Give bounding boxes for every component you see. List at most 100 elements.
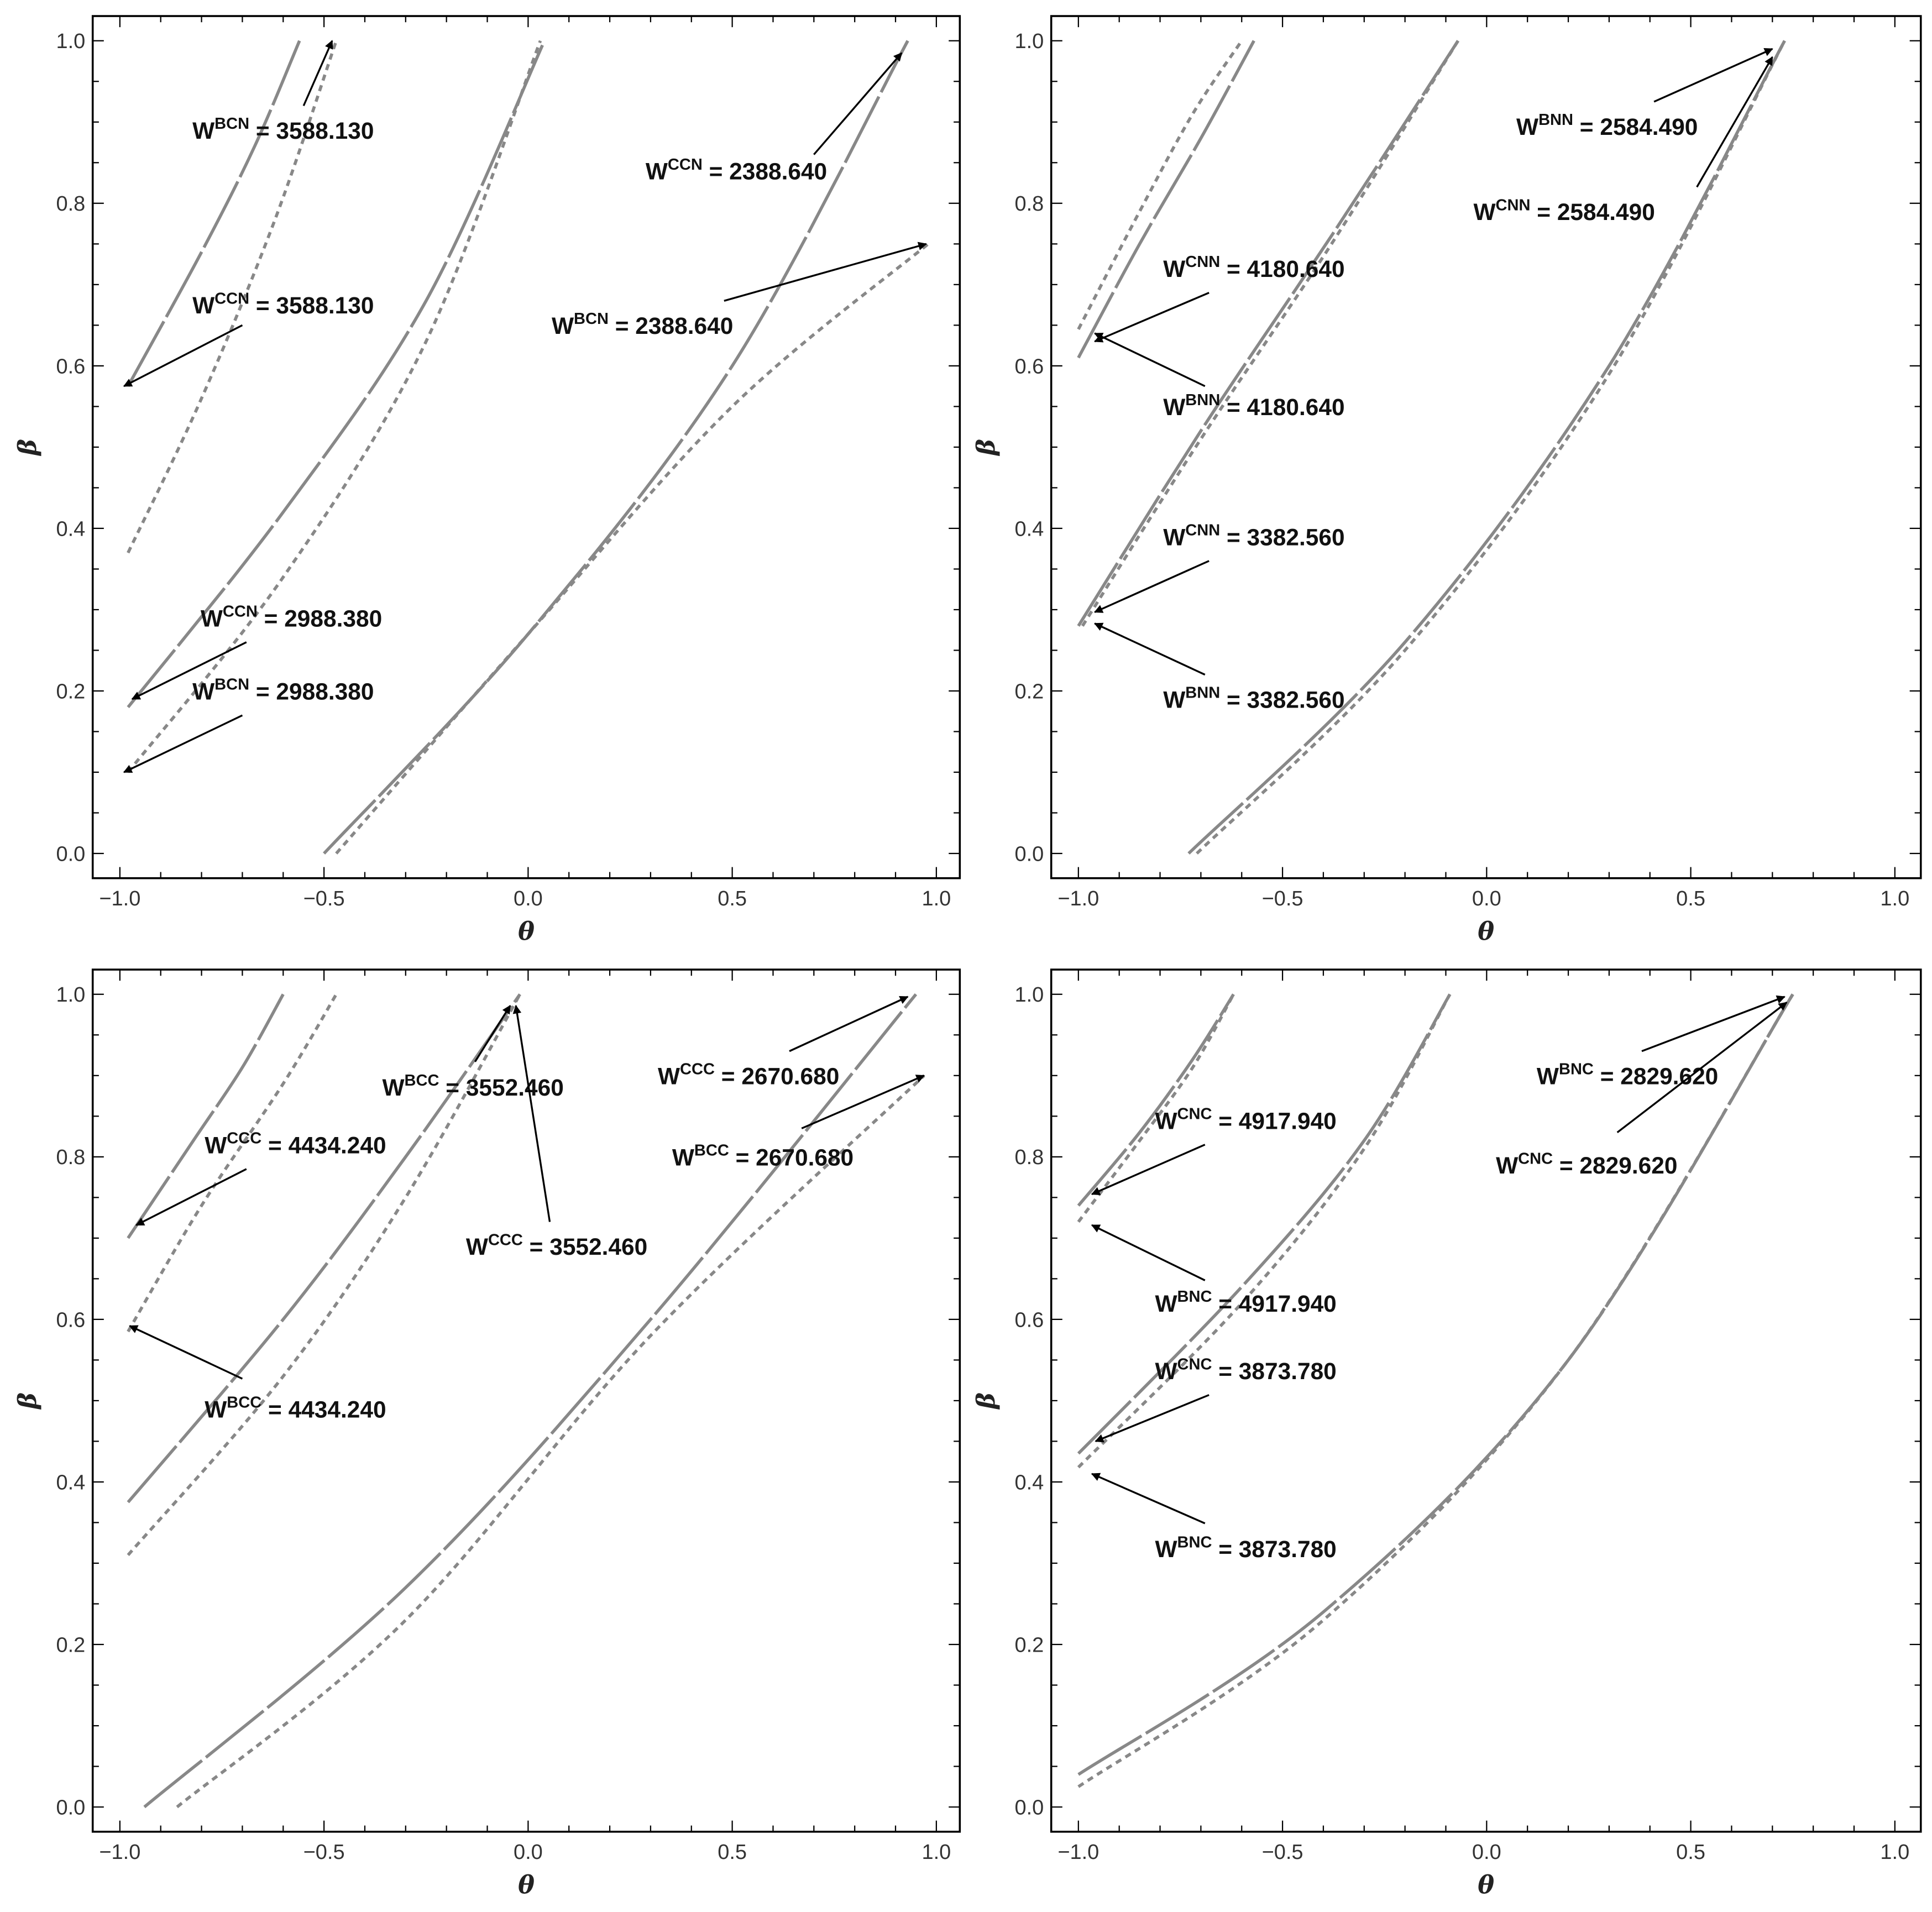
annotation-value: = 2670.680	[715, 1063, 839, 1089]
y-tick-label: 1.0	[1014, 983, 1044, 1007]
dotted-curve	[1077, 993, 1235, 1223]
x-tick-label: −1.0	[1057, 1841, 1099, 1864]
annotation-sup: CCC	[227, 1130, 261, 1148]
annotation-arrow	[813, 52, 903, 155]
annotation-base: W	[192, 292, 215, 318]
y-tick-label: 0.2	[56, 1633, 86, 1657]
annotation-value: = 2988.380	[249, 679, 374, 705]
x-tick-label: −0.5	[303, 1841, 345, 1864]
solid-curve	[143, 993, 918, 1809]
dotted-curve	[1077, 993, 1794, 1788]
annotation-label: WCCC = 2670.680	[658, 1061, 839, 1089]
x-tick-label: 0.0	[514, 887, 543, 910]
annotation-base: W	[658, 1063, 680, 1089]
x-tick-label: 0.0	[514, 1841, 543, 1864]
x-tick-label: 0.0	[1472, 1841, 1501, 1864]
solid-curve	[1077, 40, 1255, 359]
solid-curve	[127, 40, 546, 709]
annotation-arrow	[1091, 1473, 1206, 1525]
annotation-base: W	[205, 1396, 227, 1422]
annotation-base: W	[1163, 687, 1186, 713]
annotation-label: WCNC = 4917.940	[1155, 1105, 1336, 1134]
y-tick-label: 1.0	[1014, 30, 1044, 53]
annotation-base: W	[552, 313, 574, 339]
annotation-value: = 2670.680	[729, 1144, 854, 1170]
annotation-arrow	[512, 1004, 551, 1222]
annotation-base: W	[1163, 524, 1186, 550]
x-axis-label: θ	[1478, 916, 1494, 946]
annotation-label: WBNC = 2829.620	[1537, 1061, 1718, 1089]
annotation-value: = 2988.380	[258, 605, 382, 631]
annotation-arrow	[724, 242, 927, 302]
annotation-label: WCCC = 3552.460	[466, 1231, 647, 1260]
annotation-base: W	[201, 605, 223, 631]
annotation-base: W	[646, 159, 668, 185]
y-tick-label: 0.8	[56, 192, 86, 216]
x-tick-label: 1.0	[1880, 1841, 1909, 1864]
annotation-value: = 3382.560	[1220, 687, 1344, 713]
x-tick-label: −1.0	[1057, 887, 1099, 910]
annotation-value: = 2829.620	[1553, 1153, 1677, 1178]
y-tick-label: 1.0	[56, 983, 86, 1007]
solid-curve	[127, 993, 285, 1239]
solid-curve	[1077, 993, 1794, 1776]
annotation-sup: BNN	[1185, 684, 1220, 701]
annotation-sup: CCN	[668, 156, 703, 174]
annotation-value: = 4180.640	[1220, 394, 1344, 420]
annotation-value: = 4434.240	[261, 1396, 386, 1422]
annotation-label: WBCC = 3552.460	[383, 1072, 564, 1101]
dotted-curve	[1081, 40, 1460, 627]
x-tick-label: −0.5	[1262, 887, 1303, 910]
panel-1: −1.0 −0.5 0.0 0.5 1.00.00.20.40.60.81.0θβWBC…	[13, 15, 961, 946]
annotation-value: = 2388.640	[703, 159, 827, 185]
x-tick-label: 1.0	[1880, 887, 1909, 910]
annotation-arrow	[801, 1075, 925, 1129]
annotation-sup: BNC	[1177, 1533, 1212, 1551]
annotation-label: WBNN = 3382.560	[1163, 684, 1344, 713]
plot-frame	[1050, 15, 1922, 879]
y-tick-label: 0.2	[1014, 1633, 1044, 1657]
dotted-curve	[335, 243, 929, 855]
y-tick-label: 0.8	[1014, 192, 1044, 216]
annotation-label: WBCC = 4434.240	[205, 1394, 386, 1422]
annotation-base: W	[672, 1144, 695, 1170]
annotation-label: WBCN = 2388.640	[552, 310, 733, 339]
annotation-value: = 3552.460	[523, 1234, 647, 1260]
annotation-label: WCNC = 2829.620	[1496, 1150, 1677, 1178]
y-tick-label: 0.2	[1014, 680, 1044, 703]
panel-2: −1.0 −0.5 0.0 0.5 1.00.00.20.40.60.81.0θβWBN…	[971, 15, 1922, 946]
y-tick-label: 0.2	[56, 680, 86, 703]
annotation-arrow	[1091, 1144, 1206, 1195]
x-tick-label: −1.0	[99, 887, 140, 910]
y-tick-label: 0.6	[1014, 1308, 1044, 1332]
y-tick-label: 0.0	[56, 1796, 86, 1819]
y-axis-label: β	[13, 1392, 42, 1410]
solid-curve	[127, 993, 521, 1504]
solid-curve	[1077, 993, 1235, 1207]
annotation-label: WCNN = 2584.490	[1473, 196, 1654, 225]
annotation-sup: BNC	[1559, 1061, 1594, 1078]
annotation-base: W	[466, 1234, 489, 1260]
annotation-sup: CNN	[1185, 253, 1220, 271]
annotation-label: WCNC = 3873.780	[1155, 1355, 1336, 1384]
dotted-curve	[1077, 40, 1243, 330]
annotation-arrow	[1093, 622, 1206, 676]
annotation-value: = 4917.940	[1212, 1108, 1336, 1134]
y-tick-label: 0.4	[56, 1471, 86, 1494]
y-axis-label: β	[971, 439, 1001, 457]
annotation-value: = 2584.490	[1573, 114, 1698, 140]
annotation-label: WBCN = 2988.380	[192, 676, 374, 705]
x-tick-label: 0.5	[1676, 887, 1705, 910]
annotation-value: = 4917.940	[1212, 1291, 1336, 1317]
y-tick-label: 0.4	[1014, 517, 1044, 541]
annotation-value: = 2829.620	[1594, 1063, 1718, 1089]
annotation-value: = 3382.560	[1220, 524, 1344, 550]
y-tick-label: 0.0	[56, 842, 86, 866]
dotted-curve	[1196, 40, 1786, 855]
annotation-base: W	[1496, 1153, 1519, 1178]
x-tick-label: 0.0	[1472, 887, 1501, 910]
x-tick-label: −0.5	[1262, 1841, 1303, 1864]
x-tick-label: 1.0	[922, 1841, 951, 1864]
